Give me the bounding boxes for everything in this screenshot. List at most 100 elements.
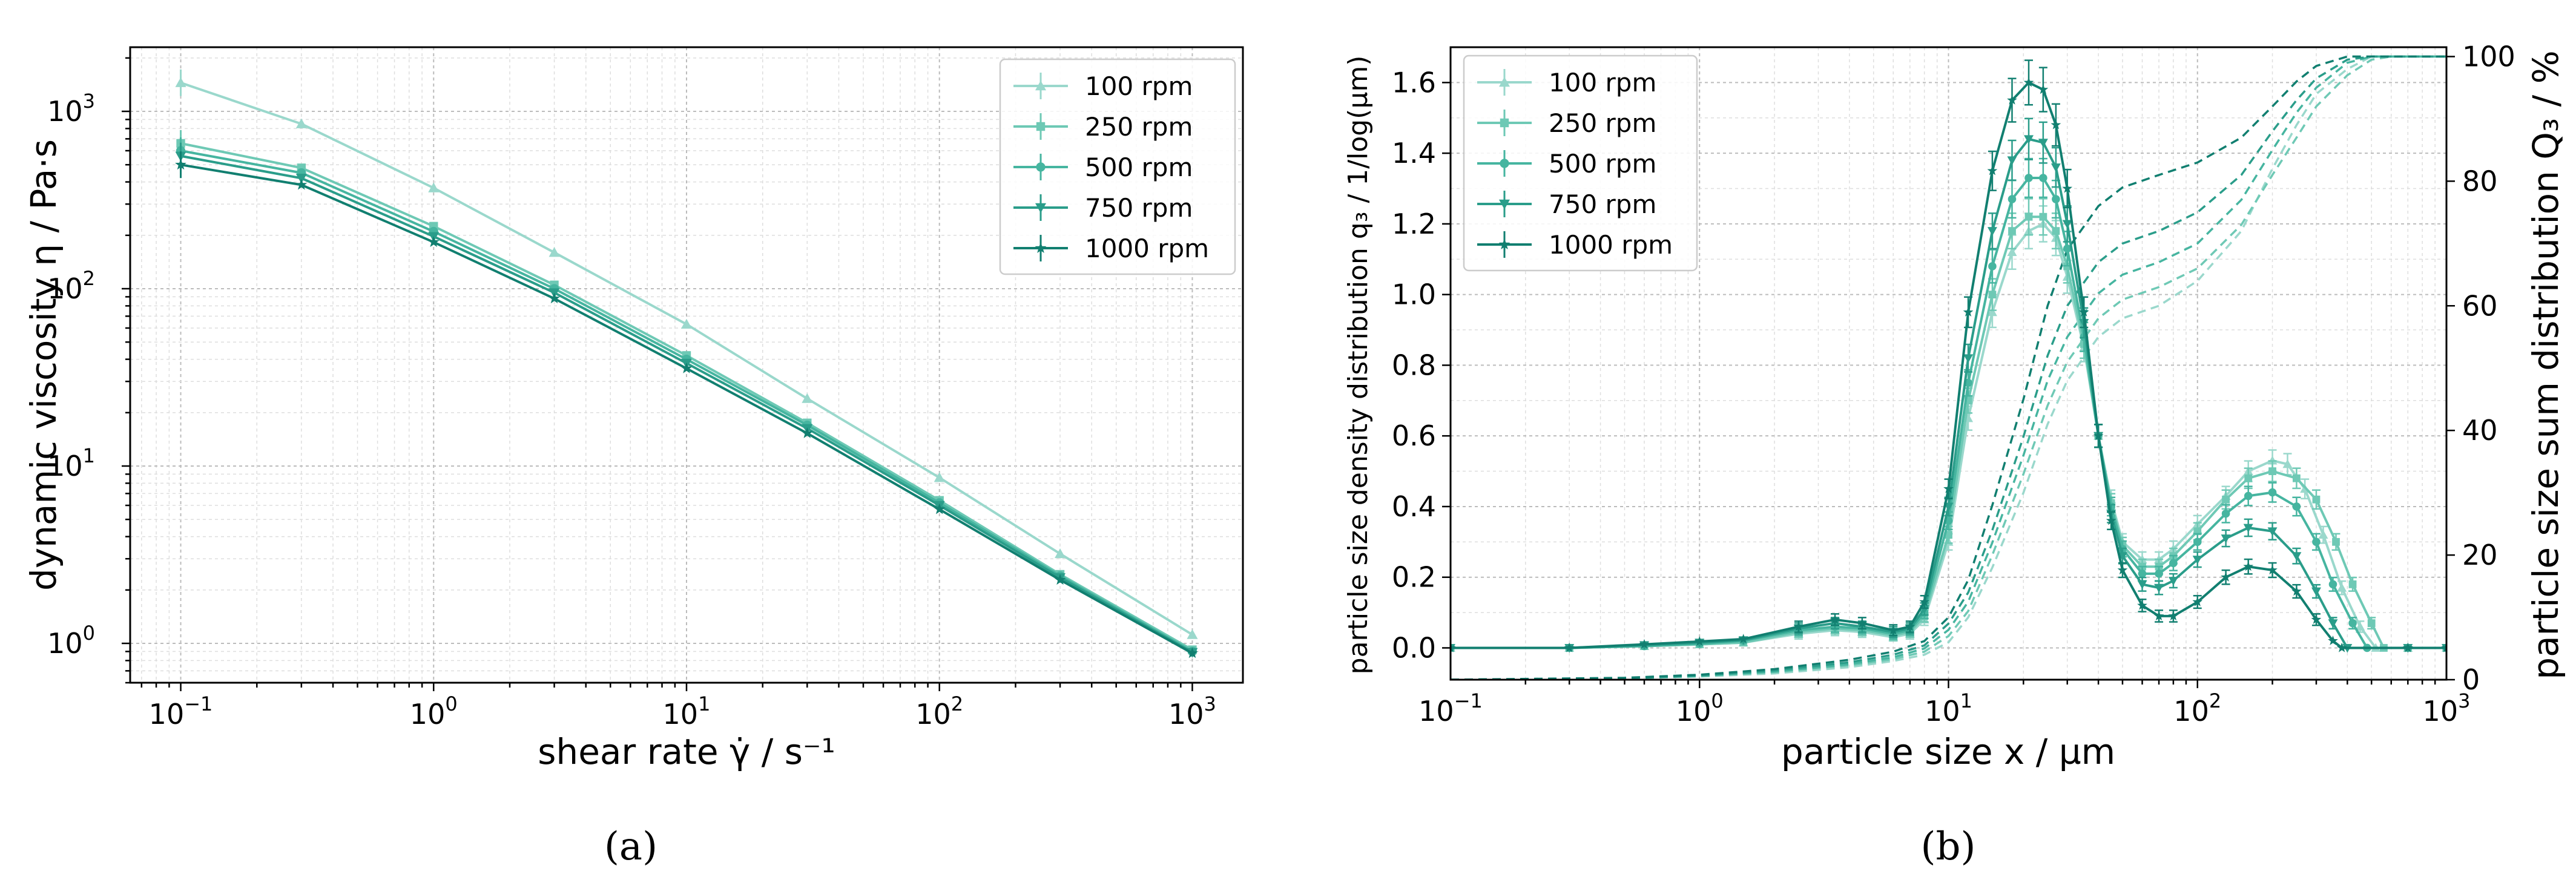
legend-marker (1035, 242, 1047, 253)
data-point (2024, 174, 2033, 182)
panel-b-legend: 100 rpm 250 rpm 500 rpm 750 rpm 1000 rpm (1463, 54, 1698, 272)
legend-label: 500 rpm (1549, 149, 1656, 179)
data-point (2267, 456, 2278, 465)
data-point (2192, 556, 2202, 565)
Q3-line-100-rpm (1451, 55, 2446, 680)
panel-b-ylabel: particle size density distribution q₃ / … (1343, 56, 1374, 675)
data-point (2244, 474, 2253, 482)
data-point (548, 292, 560, 304)
data-point (1187, 629, 1198, 639)
legend-label: 750 rpm (1549, 189, 1656, 219)
data-point (2008, 227, 2016, 235)
data-point (2267, 527, 2278, 536)
data-point (1857, 617, 1868, 628)
Q3-line-750-rpm (1451, 55, 2446, 680)
legend-marker (1498, 238, 1510, 249)
data-point (2328, 619, 2338, 628)
x-tick-label: 10−1 (1418, 689, 1483, 728)
data-point (295, 118, 307, 128)
y2-tick-label: 0 (2462, 663, 2480, 696)
Q3-line-1000-rpm (1451, 55, 2446, 680)
legend-box (1463, 54, 1698, 272)
data-point (2168, 611, 2179, 620)
legend-marker (1035, 203, 1046, 213)
data-point (2348, 619, 2357, 628)
data-point (295, 174, 307, 184)
y-tick-label: 0.8 (1392, 349, 1436, 381)
data-point (2007, 156, 2017, 165)
y-tick-label: 100 (47, 622, 95, 660)
x-tick-label: 102 (915, 692, 963, 731)
data-point (2291, 586, 2302, 596)
data-point (1451, 642, 1456, 652)
data-point (2355, 622, 2365, 631)
legend-marker (1500, 118, 1509, 128)
data-point (2051, 163, 2061, 172)
data-point (2138, 570, 2147, 578)
y-tick-label: 103 (47, 90, 95, 128)
data-point (2039, 212, 2047, 221)
panel-b: 10−1 100 101 102 103 0.0 0.2 0.4 0.6 0.8 1.0 1.2 1.4… (1343, 40, 2566, 869)
data-point (1988, 291, 1997, 299)
data-point (2038, 84, 2049, 94)
y-tick-label: 0.6 (1392, 419, 1436, 452)
data-point (1988, 262, 1997, 271)
data-point (680, 318, 692, 329)
data-point (2192, 596, 2203, 606)
legend-label: 1000 rpm (1085, 234, 1209, 263)
data-point (2282, 459, 2293, 468)
panel-b-y2label: particle size sum distribution Q₃ / % (2525, 50, 2566, 679)
data-point (934, 503, 946, 514)
legend-label: 1000 rpm (1549, 230, 1673, 260)
panel-a-ticks: 10−1 100 101 102 103 100 101 102 103 (47, 57, 1216, 731)
q3-line-250-rpm (1451, 215, 2446, 649)
data-point (2291, 552, 2302, 561)
y-tick-label: 1.6 (1392, 66, 1436, 99)
legend-marker (1499, 199, 1510, 209)
data-point (2243, 561, 2254, 571)
y-tick-label: 101 (47, 444, 95, 482)
x-tick-label: 100 (1676, 689, 1724, 728)
x-tick-label: 101 (663, 692, 711, 731)
data-point (1963, 354, 1974, 363)
data-point (2311, 587, 2321, 597)
data-point (2137, 600, 2147, 610)
x-tick-label: 100 (410, 692, 458, 731)
data-point (2024, 135, 2034, 144)
legend-marker (1036, 122, 1046, 131)
data-point (2293, 474, 2301, 482)
x-tick-label: 103 (1168, 692, 1216, 731)
data-point (2312, 537, 2321, 547)
data-point (2312, 495, 2321, 504)
y-tick-label: 0.4 (1392, 490, 1436, 523)
data-point (1639, 639, 1650, 649)
data-point (2336, 642, 2347, 652)
data-point (2169, 559, 2178, 568)
data-point (2052, 195, 2060, 203)
data-point (2328, 580, 2337, 589)
legend-marker (1500, 159, 1509, 168)
data-point (2222, 495, 2230, 504)
data-point (2063, 244, 2072, 253)
panel-a-xlabel: shear rate γ̇ / s⁻¹ (538, 731, 835, 772)
data-point (2117, 565, 2128, 575)
panel-b-caption: (b) (1921, 824, 1976, 869)
data-point (175, 159, 186, 170)
data-point (295, 179, 308, 190)
data-point (2062, 183, 2073, 193)
data-point (2038, 139, 2048, 148)
data-point (2311, 614, 2322, 624)
x-tick-label: 10−1 (149, 692, 213, 731)
data-point (1738, 634, 1748, 643)
x-tick-label: 103 (2423, 689, 2471, 728)
data-point (2244, 491, 2253, 501)
data-point (2328, 636, 2338, 645)
legend-label: 250 rpm (1549, 108, 1656, 138)
data-point (1564, 642, 1575, 652)
y2-tick-label: 100 (2462, 40, 2515, 73)
data-point (1054, 574, 1066, 585)
data-point (2348, 580, 2357, 588)
data-point (2402, 642, 2413, 652)
data-point (1793, 621, 1804, 631)
